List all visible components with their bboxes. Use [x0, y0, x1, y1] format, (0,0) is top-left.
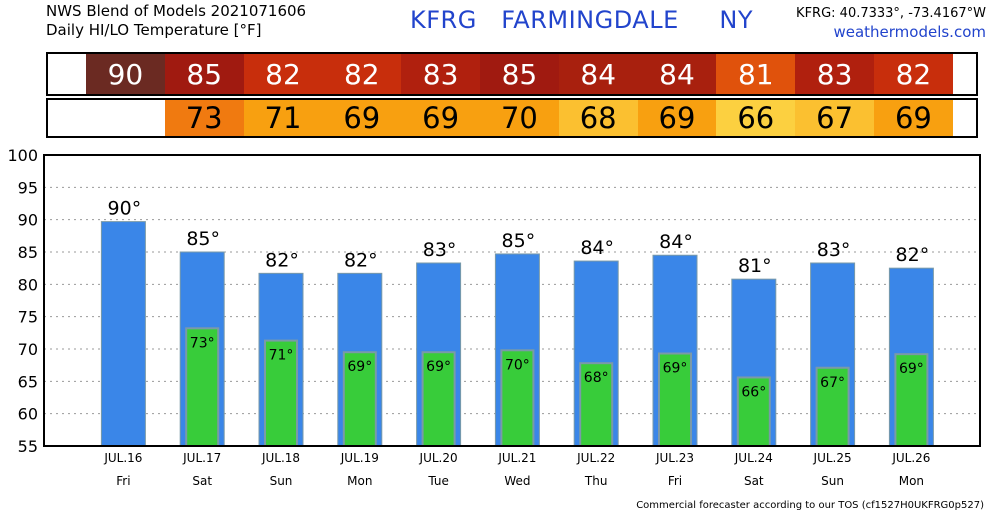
high-temp-data-label: 84° [580, 237, 614, 259]
low-temp-bar [579, 362, 614, 447]
low-temp-data-label: 73° [190, 335, 215, 351]
x-tick-weekday: Mon [899, 474, 924, 488]
x-tick-date: JUL.20 [419, 451, 458, 465]
lo-cell: 67 [795, 100, 874, 136]
x-tick-weekday: Sun [270, 474, 293, 488]
y-tick-label: 65 [18, 372, 38, 391]
y-tick-label: 55 [18, 437, 38, 456]
low-temp-bar [894, 353, 929, 448]
high-temp-data-label: 82° [344, 249, 378, 271]
hi-cell: 84 [558, 54, 638, 94]
x-tick-weekday: Sat [192, 474, 212, 488]
lo-cell: 70 [480, 100, 559, 136]
low-temp-bar [185, 327, 220, 448]
low-temp-bar [815, 366, 850, 447]
low-temp-bar [658, 352, 692, 448]
x-tick-date: JUL.21 [497, 451, 536, 465]
x-tick-weekday: Fri [116, 474, 130, 488]
x-tick-date: JUL.17 [182, 451, 221, 465]
lo-cell: 69 [874, 100, 953, 136]
low-temp-data-label: 66° [741, 384, 766, 400]
lo-cell: 69 [322, 100, 402, 136]
low-temp-data-label: 68° [584, 370, 609, 386]
low-temperature-strip: 73 71 69 69 70 68 69 66 67 69 [46, 98, 978, 138]
x-tick-date: JUL.24 [734, 451, 773, 465]
hi-cell: 82 [322, 54, 402, 94]
y-tick-label: 100 [7, 146, 38, 165]
lo-cell: 69 [401, 100, 480, 136]
low-temp-data-label: 69° [899, 361, 924, 377]
high-temp-bar [100, 221, 146, 447]
chart-heading: NWS Blend of Models 2021071606 Daily HI/… [46, 2, 306, 40]
high-temp-data-label: 85° [502, 230, 536, 252]
high-temp-data-label: 83° [817, 239, 851, 261]
y-tick-label: 90 [18, 211, 38, 230]
high-temp-data-label: 83° [423, 239, 457, 261]
y-tick-label: 85 [18, 243, 38, 262]
y-tick-label: 60 [18, 405, 38, 424]
high-temperature-strip: 90 85 82 82 83 85 84 84 81 83 82 [46, 52, 978, 96]
x-tick-date: JUL.23 [655, 451, 694, 465]
y-tick-label: 70 [18, 340, 38, 359]
hi-cell: 84 [637, 54, 717, 94]
low-temp-data-label: 69° [347, 359, 372, 375]
lo-cell: 66 [716, 100, 796, 136]
low-temp-data-label: 67° [820, 375, 845, 391]
x-tick-date: JUL.22 [576, 451, 615, 465]
x-tick-weekday: Tue [427, 474, 449, 488]
x-tick-weekday: Sat [744, 474, 764, 488]
x-tick-date: JUL.18 [261, 451, 300, 465]
low-temp-bar [421, 351, 456, 448]
x-tick-weekday: Thu [584, 474, 608, 488]
hi-cell: 81 [716, 54, 796, 94]
high-temp-data-label: 85° [186, 228, 220, 250]
station-title: KFRG FARMINGDALE NY [410, 6, 754, 34]
footer-note: Commercial forecaster according to our T… [636, 500, 984, 511]
x-tick-weekday: Fri [668, 474, 682, 488]
hi-cell: 85 [480, 54, 559, 94]
low-temp-data-label: 70° [505, 357, 530, 373]
x-tick-date: JUL.19 [340, 451, 379, 465]
y-tick-label: 95 [18, 178, 38, 197]
hi-cell: 82 [874, 54, 953, 94]
high-temp-data-label: 84° [659, 231, 693, 253]
high-temp-data-label: 82° [896, 244, 930, 266]
lo-cell: 71 [243, 100, 323, 136]
y-tick-label: 75 [18, 308, 38, 327]
model-run-label: NWS Blend of Models 2021071606 [46, 2, 307, 20]
hi-cell: 85 [164, 54, 244, 94]
lo-cell: 69 [637, 100, 717, 136]
low-temp-data-label: 69° [426, 359, 451, 375]
station-coordinates: KFRG: 40.7333°, -73.4167°W [796, 6, 986, 21]
site-link[interactable]: weathermodels.com [833, 23, 986, 41]
x-tick-date: JUL.25 [813, 451, 852, 465]
lo-cell: 68 [558, 100, 638, 136]
high-temp-data-label: 81° [738, 255, 772, 277]
low-temp-bar [736, 376, 771, 448]
lo-cell: 73 [164, 100, 244, 136]
hi-cell: 83 [795, 54, 874, 94]
low-temp-bar [500, 349, 535, 447]
plot-frame [43, 154, 981, 447]
x-tick-date: JUL.16 [103, 451, 142, 465]
hi-cell: 82 [243, 54, 323, 94]
station-info: KFRG: 40.7333°, -73.4167°W weathermodels… [796, 4, 986, 42]
x-tick-weekday: Mon [347, 474, 372, 488]
hi-cell: 83 [401, 54, 480, 94]
low-temp-data-label: 71° [269, 348, 294, 364]
x-tick-date: JUL.26 [891, 451, 930, 465]
y-tick-label: 80 [18, 275, 38, 294]
high-temp-data-label: 82° [265, 249, 299, 271]
x-tick-weekday: Sun [821, 474, 844, 488]
chart-subtitle: Daily HI/LO Temperature [°F] [46, 21, 262, 39]
low-temp-data-label: 69° [663, 361, 688, 377]
x-tick-weekday: Wed [504, 474, 530, 488]
hi-cell: 90 [86, 54, 165, 94]
high-temp-data-label: 90° [108, 198, 142, 220]
